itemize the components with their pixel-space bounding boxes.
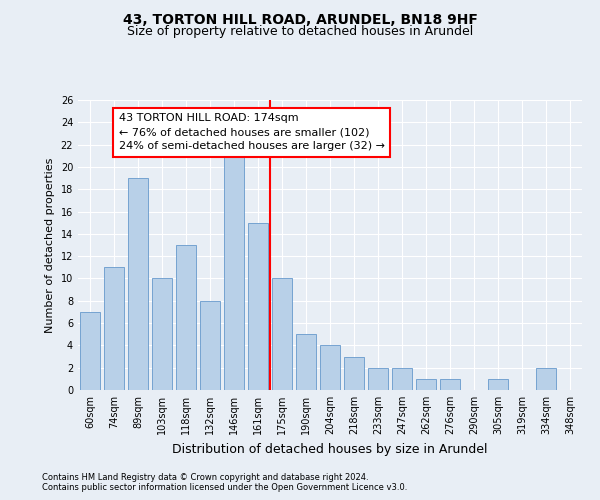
Bar: [320, 346, 340, 390]
Bar: [536, 368, 556, 390]
Bar: [440, 379, 460, 390]
Bar: [200, 301, 220, 390]
Bar: [152, 278, 172, 390]
Text: Contains public sector information licensed under the Open Government Licence v3: Contains public sector information licen…: [42, 484, 407, 492]
Text: 43 TORTON HILL ROAD: 174sqm
← 76% of detached houses are smaller (102)
24% of se: 43 TORTON HILL ROAD: 174sqm ← 76% of det…: [119, 114, 385, 152]
Bar: [128, 178, 148, 390]
Text: Contains HM Land Registry data © Crown copyright and database right 2024.: Contains HM Land Registry data © Crown c…: [42, 474, 368, 482]
Bar: [416, 379, 436, 390]
Bar: [488, 379, 508, 390]
Bar: [368, 368, 388, 390]
Bar: [248, 222, 268, 390]
Text: Size of property relative to detached houses in Arundel: Size of property relative to detached ho…: [127, 25, 473, 38]
X-axis label: Distribution of detached houses by size in Arundel: Distribution of detached houses by size …: [172, 442, 488, 456]
Bar: [176, 245, 196, 390]
Bar: [272, 278, 292, 390]
Bar: [224, 156, 244, 390]
Y-axis label: Number of detached properties: Number of detached properties: [45, 158, 55, 332]
Bar: [104, 268, 124, 390]
Text: 43, TORTON HILL ROAD, ARUNDEL, BN18 9HF: 43, TORTON HILL ROAD, ARUNDEL, BN18 9HF: [122, 12, 478, 26]
Bar: [344, 356, 364, 390]
Bar: [80, 312, 100, 390]
Bar: [296, 334, 316, 390]
Bar: [392, 368, 412, 390]
